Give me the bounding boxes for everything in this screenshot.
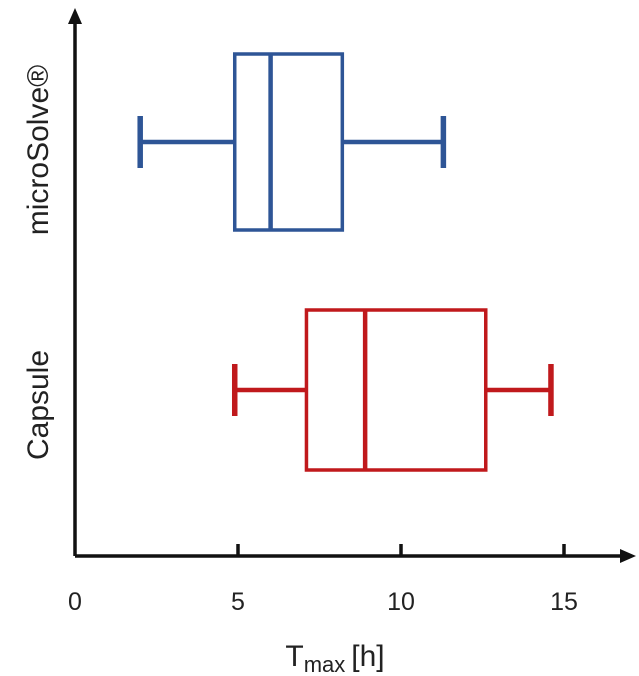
y-axis-arrow — [68, 8, 82, 24]
x-tick-label-15: 15 — [550, 588, 578, 616]
x-axis-title: Tmax [h] — [285, 640, 384, 676]
box-capsule — [231, 308, 554, 472]
x-axis-title-unit: [h] — [351, 640, 384, 673]
iqr-box — [304, 308, 488, 472]
box-microsolve — [137, 52, 447, 232]
category-label-capsule: Capsule — [22, 350, 55, 460]
x-tick-label-5: 5 — [231, 588, 245, 616]
x-tick-label-10: 10 — [387, 588, 415, 616]
category-label-microsolve: microSolve® — [22, 65, 55, 235]
x-axis-title-main: T — [285, 640, 303, 673]
x-axis-arrow — [620, 549, 636, 563]
iqr-box — [232, 52, 345, 232]
x-tick-label-0: 0 — [68, 588, 82, 616]
x-axis-title-sub: max — [304, 652, 346, 676]
